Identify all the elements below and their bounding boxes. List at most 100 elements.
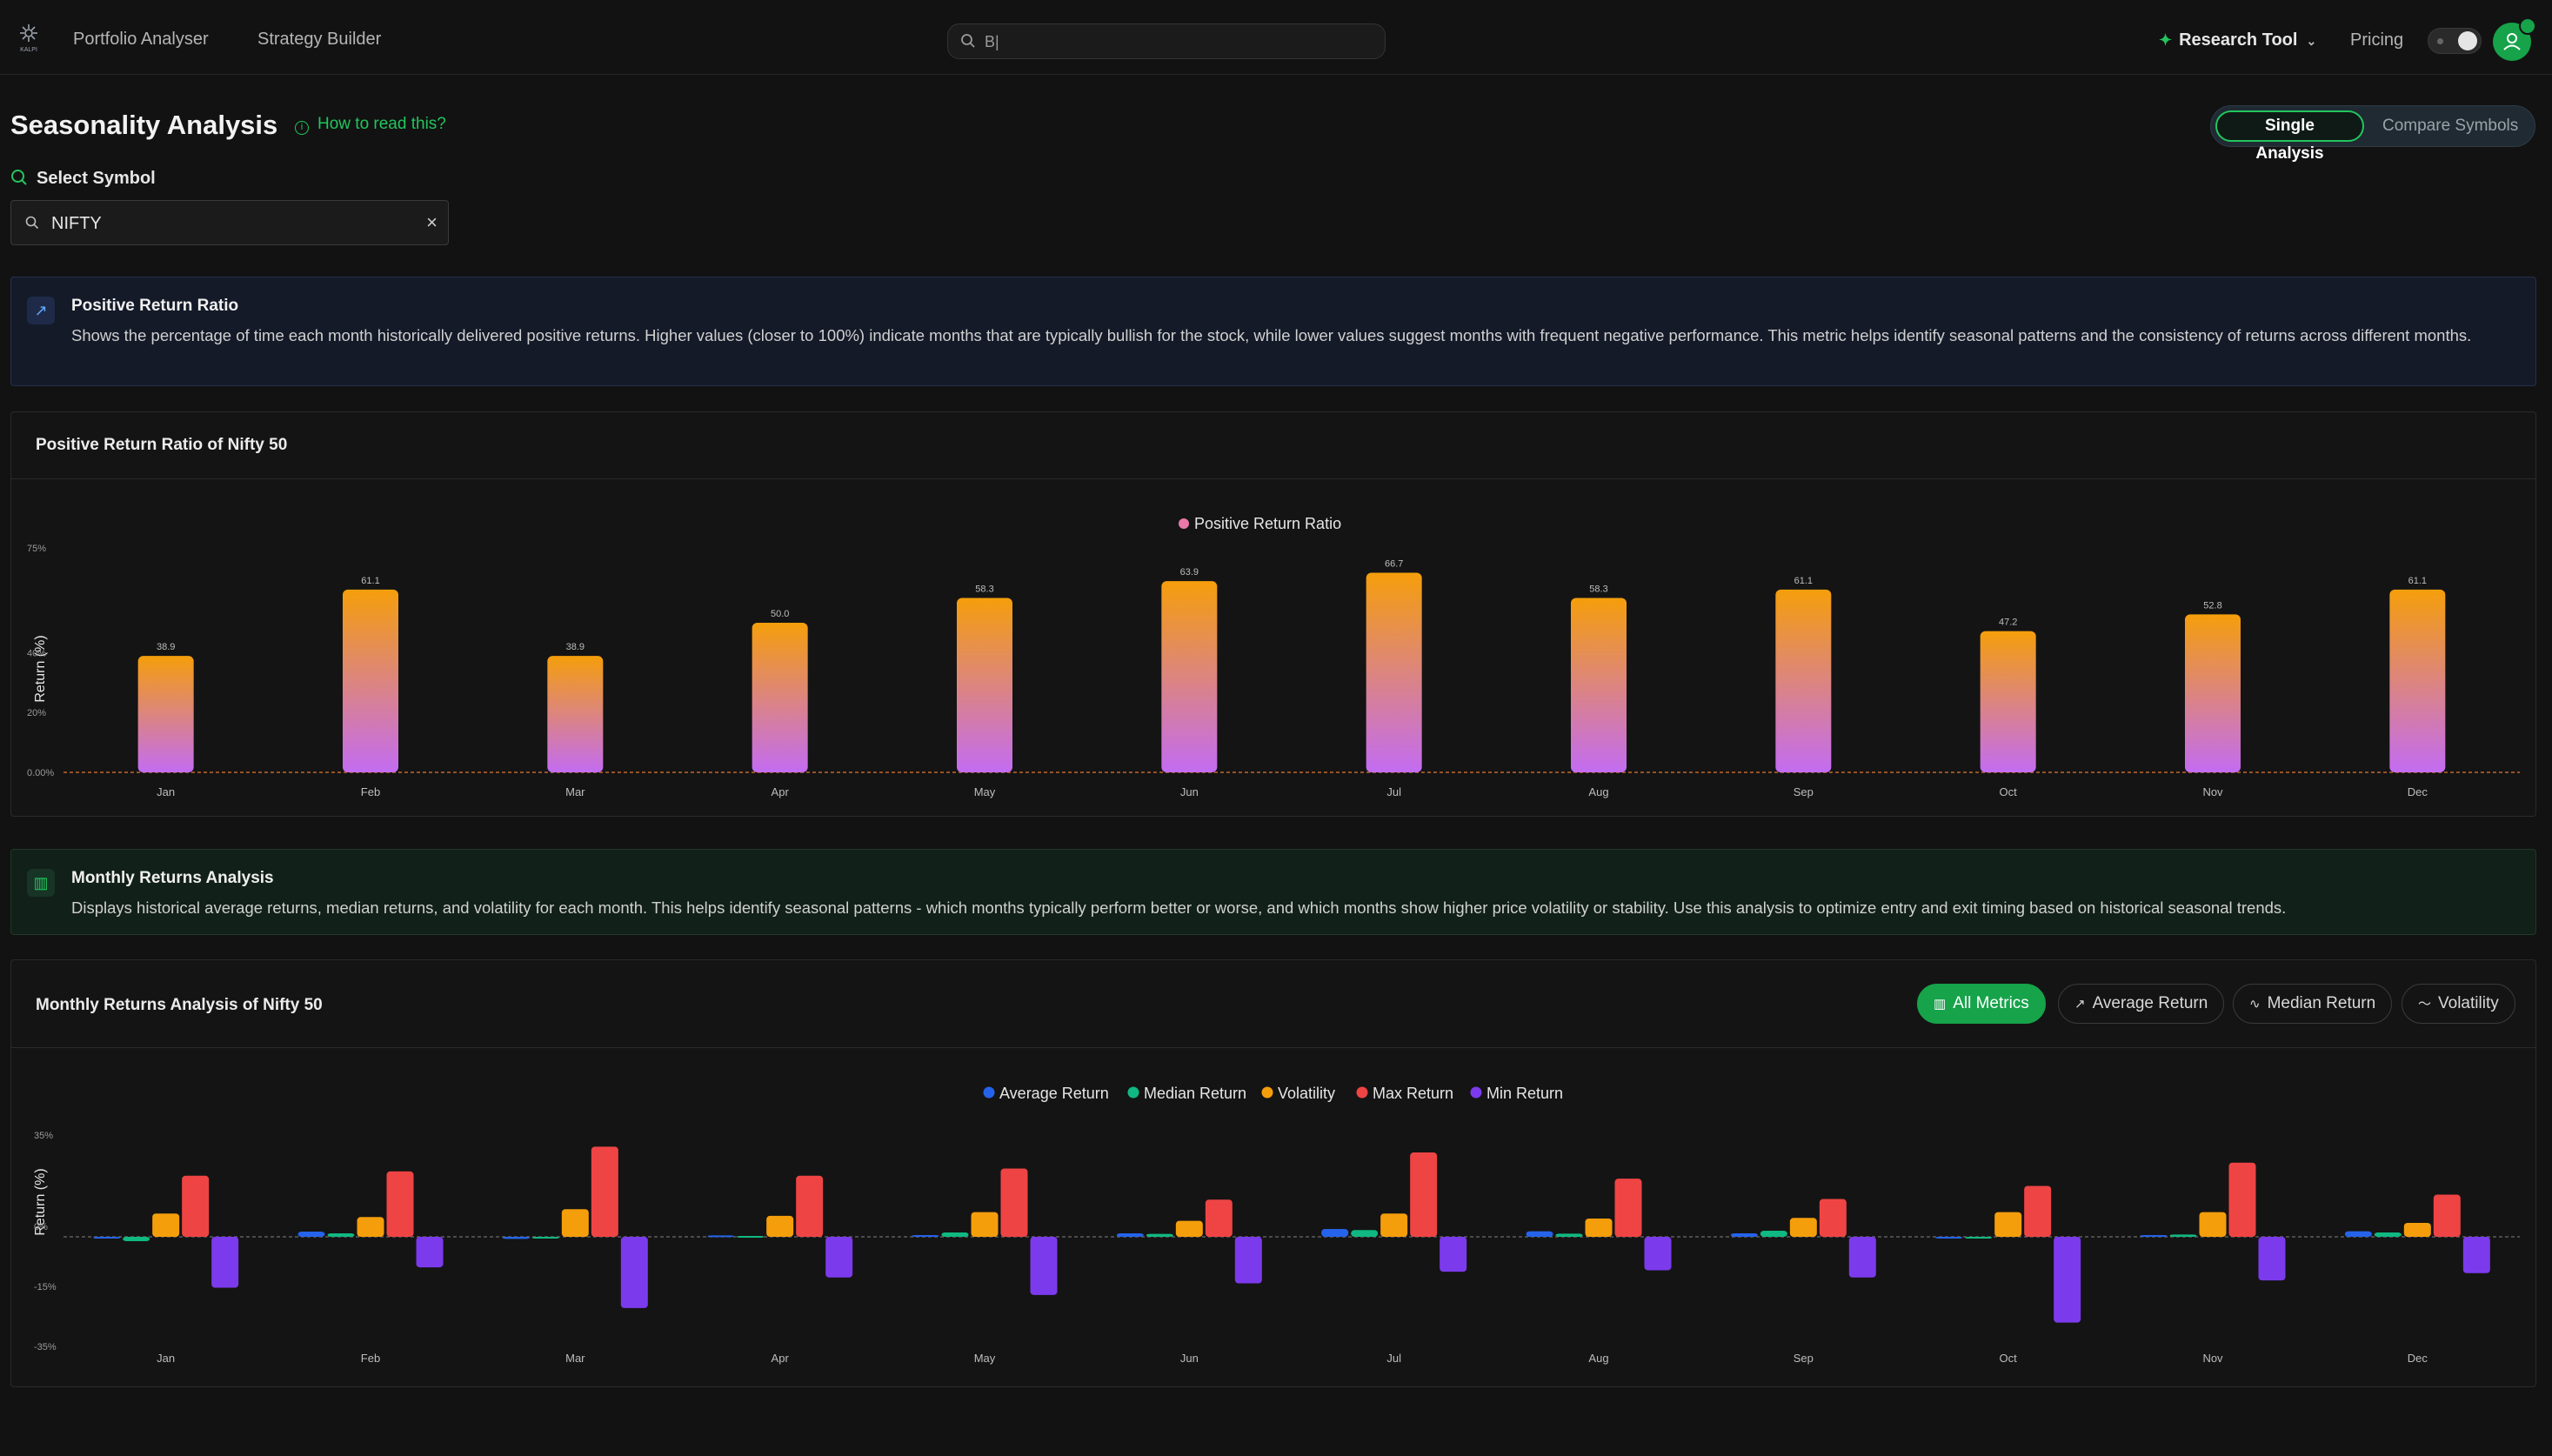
tab-average-return[interactable]: ↗ Average Return (2058, 984, 2225, 1024)
bar-average-return-dec (2344, 1231, 2372, 1237)
x-tick-label: Jan (157, 1352, 175, 1365)
sparkle-icon: ✦ (2159, 31, 2173, 49)
data-label: 47.2 (1999, 618, 2017, 628)
y-tick-label: 35% (34, 1131, 53, 1141)
x-tick-label: Jun (1180, 785, 1199, 798)
data-label: 61.1 (2408, 576, 2427, 586)
search-icon (25, 216, 39, 230)
x-tick-label: May (974, 1352, 996, 1365)
how-to-read-link[interactable]: i How to read this? (295, 115, 446, 135)
positive-return-chart-card: Positive Return Ratio of Nifty 50 Positi… (10, 411, 2536, 817)
bar-volatility-jan (152, 1213, 180, 1237)
bar-max-return-mar (591, 1146, 618, 1237)
select-symbol-label: Select Symbol (10, 169, 156, 189)
bar-feb (343, 589, 398, 772)
x-tick-label: Jan (157, 785, 175, 798)
tab-volatility[interactable]: 〜 Volatility (2402, 984, 2515, 1024)
research-tool-label: Research Tool (2179, 30, 2298, 50)
data-label: 61.1 (1794, 576, 1813, 586)
clear-icon[interactable]: × (426, 211, 438, 233)
toggle-knob (2458, 31, 2477, 50)
x-tick-label: Feb (361, 1352, 380, 1365)
bar-jul (1366, 572, 1422, 772)
global-search-value: B| (985, 33, 999, 50)
legend-label: Median Return (1144, 1085, 1246, 1102)
bar-min-return-jan (211, 1237, 239, 1288)
logo-text: KALPI (20, 47, 37, 53)
bar-volatility-apr (766, 1215, 794, 1237)
bar-median-return-jul (1351, 1230, 1379, 1237)
bar-min-return-jun (1234, 1237, 1262, 1284)
tab-median-return-label: Median Return (2267, 994, 2376, 1012)
positive-return-chart-title: Positive Return Ratio of Nifty 50 (36, 436, 288, 454)
positive-return-info-title: Positive Return Ratio (71, 297, 239, 315)
x-tick-label: Apr (772, 785, 790, 798)
search-icon (11, 170, 27, 185)
bar-average-return-jun (1116, 1232, 1144, 1237)
x-tick-label: May (974, 785, 996, 798)
data-label: 63.9 (1180, 567, 1199, 578)
legend-label: Positive Return Ratio (1194, 515, 1341, 532)
info-icon: i (295, 121, 309, 135)
monthly-returns-bar-chart: Average Return Median Return Volatility Max… (33, 1085, 2520, 1365)
y-tick-label: 40% (27, 648, 46, 658)
nav-portfolio-analyser[interactable]: Portfolio Analyser (73, 30, 209, 49)
x-tick-label: Aug (1588, 1352, 1608, 1365)
chart-legend: Positive Return Ratio (1179, 515, 1341, 532)
monthly-returns-chart-card: Monthly Returns Analysis of Nifty 50 ▥ Al… (10, 959, 2536, 1387)
legend-swatch (1179, 518, 1189, 529)
monthly-returns-info-description: Displays historical average returns, med… (71, 898, 2287, 917)
tab-median-return[interactable]: ∿ Median Return (2233, 984, 2393, 1024)
bar-volatility-jun (1175, 1220, 1203, 1237)
user-avatar[interactable] (2493, 17, 2536, 61)
research-tool-dropdown[interactable]: ✦ Research Tool ⌄ (2159, 30, 2316, 50)
trending-up-icon: ↗ (27, 297, 55, 324)
bar-average-return-feb (297, 1231, 325, 1237)
x-tick-label: Sep (1794, 785, 1814, 798)
bar-max-return-feb (386, 1171, 414, 1237)
bar-average-return-aug (1526, 1231, 1553, 1237)
x-tick-label: Apr (772, 1352, 790, 1365)
kalpi-logo[interactable]: KALPI (16, 23, 42, 54)
data-label: 58.3 (975, 584, 993, 594)
bar-volatility-oct (1994, 1212, 2022, 1237)
bar-jan (137, 656, 194, 772)
y-tick-label: -15% (34, 1282, 57, 1292)
positive-return-bar-chart: Positive Return Ratio Return (%) 75% 40% 20%… (27, 515, 2520, 798)
bar-max-return-apr (796, 1175, 824, 1237)
tab-all-metrics[interactable]: ▥ All Metrics (1917, 984, 2046, 1024)
x-tick-label: Oct (2000, 785, 2018, 798)
notification-badge (2519, 17, 2536, 35)
page-title: Seasonality Analysis (10, 110, 278, 140)
theme-toggle[interactable] (2428, 28, 2482, 54)
bar-may (957, 598, 1012, 772)
positive-return-info-box: ↗ Positive Return Ratio Shows the percen… (10, 277, 2536, 386)
nav-strategy-builder[interactable]: Strategy Builder (257, 30, 382, 49)
bar-median-return-aug (1555, 1233, 1583, 1237)
x-tick-label: Jul (1386, 1352, 1401, 1365)
bar-average-return-sep (1730, 1232, 1758, 1237)
bar-median-return-apr (737, 1235, 765, 1238)
bar-median-return-oct (1965, 1237, 1993, 1239)
bar-median-return-mar (531, 1237, 559, 1239)
global-search-input[interactable]: B| (947, 23, 1386, 59)
bar-median-return-jan (123, 1237, 150, 1242)
bar-sep (1775, 589, 1832, 772)
legend-swatch (1127, 1086, 1139, 1099)
positive-return-info-description: Shows the percentage of time each month … (71, 326, 2472, 344)
bar-min-return-feb (416, 1237, 444, 1268)
symbol-value: NIFTY (51, 214, 102, 233)
bar-aug (1571, 598, 1627, 772)
card-header: Monthly Returns Analysis of Nifty 50 ▥ Al… (11, 960, 2535, 1048)
bar-chart-icon: ▥ (1934, 997, 1947, 1012)
compare-symbols-button[interactable]: Compare Symbols (2382, 117, 2519, 135)
bar-volatility-may (971, 1212, 999, 1237)
bar-dec (2389, 589, 2446, 772)
single-analysis-button[interactable]: Single Analysis (2215, 110, 2364, 163)
nav-pricing[interactable]: Pricing (2350, 30, 2404, 50)
x-tick-label: Mar (565, 785, 585, 798)
bar-min-return-sep (1848, 1237, 1876, 1278)
wave-icon: 〜 (2418, 997, 2432, 1012)
symbol-search-input[interactable]: NIFTY × (10, 200, 449, 245)
bar-average-return-mar (502, 1237, 530, 1239)
